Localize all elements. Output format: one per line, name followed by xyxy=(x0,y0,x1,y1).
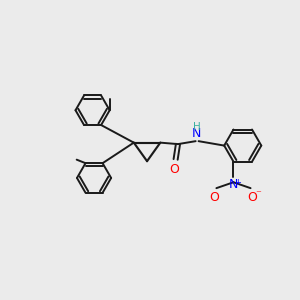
Text: N: N xyxy=(229,178,238,191)
Text: O: O xyxy=(210,190,220,203)
Text: +: + xyxy=(234,178,241,187)
Text: O: O xyxy=(169,163,179,176)
Text: N: N xyxy=(192,127,201,140)
Text: ⁻: ⁻ xyxy=(256,190,261,200)
Text: H: H xyxy=(193,122,200,132)
Text: O: O xyxy=(247,190,257,203)
